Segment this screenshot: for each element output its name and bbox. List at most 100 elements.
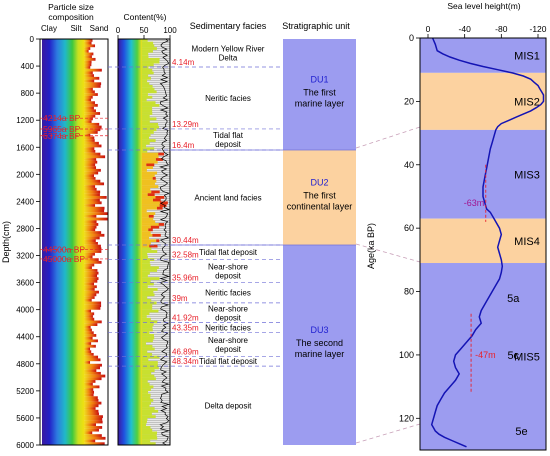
sand-layer — [84, 374, 106, 378]
age-tick-label: 40 — [404, 160, 414, 170]
sand-layer — [84, 409, 99, 413]
sand-layer — [84, 347, 91, 351]
sand-layer — [84, 201, 102, 205]
connector-bottom — [355, 423, 421, 444]
content-coarse-layer — [159, 204, 167, 207]
content-sand-layer — [142, 439, 151, 443]
date-label: 6374a BP — [43, 131, 81, 141]
sand-layer — [84, 204, 96, 207]
content-sand-layer — [142, 407, 155, 410]
facies-label: Tidal flat deposit — [199, 248, 258, 257]
strat-unit-block — [283, 149, 356, 245]
content-sand-layer — [142, 168, 147, 172]
content-boundary-line — [159, 38, 171, 446]
content-sand-layer — [142, 206, 157, 210]
content-sand-layer — [142, 160, 158, 164]
facies-label: Tidal flat deposit — [199, 357, 258, 366]
content-sand-layer — [142, 396, 151, 400]
sand-layer — [84, 298, 92, 302]
sand-layer — [84, 198, 100, 202]
content-sand-layer — [142, 201, 160, 205]
content-sand-layer — [142, 355, 160, 359]
content-sand-layer — [142, 266, 159, 270]
content-sand-layer — [142, 398, 154, 402]
content-sand-layer — [142, 236, 150, 240]
sand-layer — [84, 179, 101, 183]
content-sand-layer — [142, 263, 151, 267]
sand-layer — [84, 236, 100, 240]
sand-layer — [84, 371, 101, 375]
sea-level-tick-label: -120 — [529, 24, 546, 34]
content-sand-layer — [142, 315, 147, 318]
content-tick-label: 50 — [140, 26, 149, 35]
sand-layer — [84, 301, 102, 305]
sand-layer — [84, 385, 100, 389]
content-coarse-layer — [152, 198, 161, 202]
date-label: 44500a BP — [43, 244, 85, 254]
sea-level-x-axis: 0 -40 -80 -120 — [426, 24, 547, 38]
sand-layer — [84, 404, 99, 408]
sand-layer — [84, 98, 92, 102]
content-panel: 0 50 100 — [116, 26, 177, 446]
content-x-ticks: 0 50 100 — [116, 26, 177, 39]
sand-layer — [84, 171, 99, 175]
content-sand-layer — [142, 144, 147, 148]
content-sand-layer — [142, 98, 147, 102]
sand-layer — [84, 320, 102, 324]
content-sand-layer — [142, 363, 158, 367]
sand-layer — [84, 112, 101, 115]
mis-label: MIS1 — [514, 50, 540, 62]
depth-tick-label: 1200 — [16, 116, 34, 125]
content-sand-layer — [142, 282, 154, 286]
content-sand-layer — [142, 442, 156, 446]
sand-layer — [84, 309, 92, 313]
content-sand-layer — [142, 239, 157, 243]
content-sand-layer — [142, 252, 148, 256]
content-sand-layer — [142, 233, 153, 237]
sand-layer — [84, 439, 96, 443]
content-sand-layer — [142, 163, 147, 167]
sand-layer — [84, 47, 91, 50]
boundary-depth-label: 35.96m — [172, 273, 199, 282]
content-sand-layer — [142, 250, 158, 253]
depth-tick-label: 3200 — [16, 252, 34, 261]
content-sand-layer — [142, 187, 151, 191]
particle-clay-label: Clay — [41, 24, 57, 33]
sand-layer — [84, 388, 94, 391]
boundary-depth-label: 41.92m — [172, 314, 199, 323]
content-sand-layer — [142, 269, 158, 272]
content-sand-layer — [142, 131, 154, 134]
sand-layer — [84, 63, 92, 67]
content-sand-layer — [142, 306, 153, 310]
sand-layer — [84, 195, 107, 199]
sand-layer — [84, 277, 99, 280]
sand-layer — [84, 187, 97, 191]
depth-axis: 0 400 800 1200 1600 2000 2400 2800 3200 3600 4000 4… — [16, 35, 40, 450]
sand-layer — [84, 247, 102, 251]
particle-title-line1: Particle size — [48, 2, 94, 12]
content-sand-layer — [142, 255, 148, 259]
boundary-depth-label: 30.44m — [172, 236, 199, 245]
content-sand-layer — [142, 166, 153, 170]
sand-layer — [84, 79, 95, 83]
content-sand-layer — [142, 212, 156, 216]
content-color-fill — [118, 39, 142, 445]
sand-layer — [84, 436, 106, 440]
content-sand-layer — [142, 141, 150, 145]
sand-layer — [84, 233, 105, 237]
content-sand-layer — [142, 49, 153, 53]
sand-layer — [84, 90, 95, 94]
sand-layer — [84, 312, 95, 316]
content-sand-layer — [142, 71, 154, 75]
content-sand-layer — [142, 177, 153, 180]
content-sand-layer — [142, 112, 153, 115]
content-coarse-layer — [155, 195, 165, 199]
content-sand-layer — [142, 431, 158, 435]
sand-layer — [84, 55, 92, 59]
content-sand-layer — [142, 90, 157, 94]
sand-layer — [84, 344, 96, 348]
content-sand-layer — [142, 47, 157, 50]
sand-layer — [84, 190, 101, 194]
connector-lines — [355, 126, 421, 444]
content-sand-layer — [142, 358, 149, 362]
